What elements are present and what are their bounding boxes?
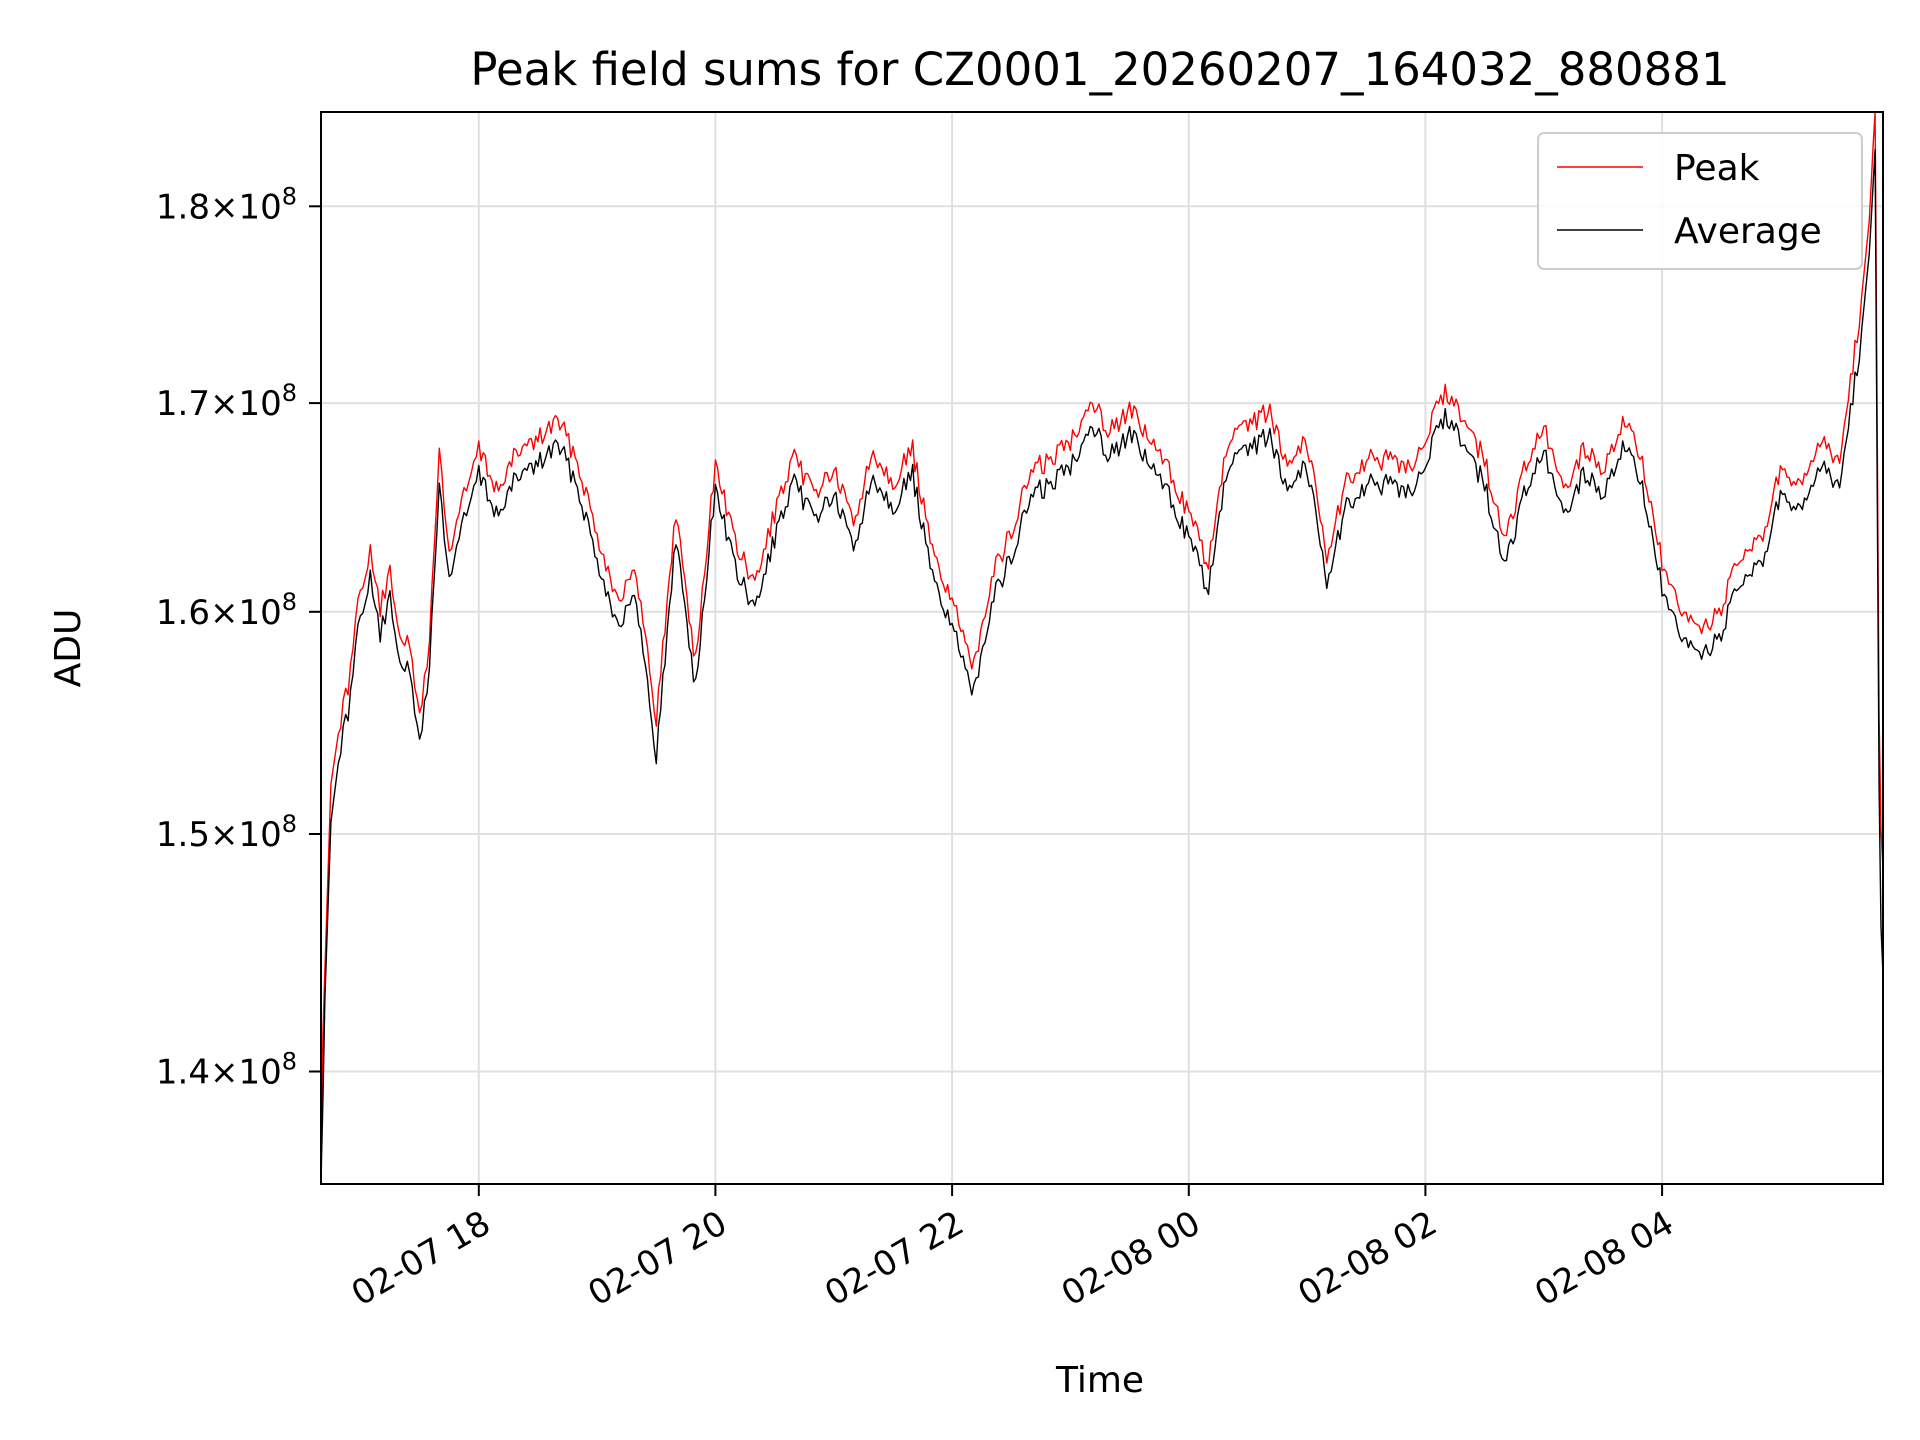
average-series-line [320, 148, 1884, 1182]
y-tick-exponent: 8 [282, 588, 297, 616]
y-tick-mantissa: 1.7 [156, 384, 210, 424]
series-group [320, 111, 1884, 1182]
y-tick-label: 1.4×108 [156, 1048, 297, 1093]
y-tick-times: ×10 [210, 1053, 282, 1093]
y-tick-mantissa: 1.4 [156, 1053, 210, 1093]
y-tick-times: ×10 [210, 815, 282, 855]
y-tick-exponent: 8 [282, 1048, 297, 1076]
peak-series-line [320, 111, 1884, 1155]
legend-peak-label: Peak [1674, 148, 1760, 189]
y-tick-mantissa: 1.8 [156, 187, 210, 227]
x-axis-label: Time [1055, 1360, 1144, 1401]
legend-average-label: Average [1674, 211, 1822, 252]
legend: Peak Average [1537, 132, 1863, 270]
plot-frame [320, 111, 1884, 1185]
y-tick-label: 1.8×108 [156, 182, 297, 227]
y-tick-exponent: 8 [282, 182, 297, 210]
y-tick-label: 1.5×108 [156, 810, 297, 855]
y-tick-times: ×10 [210, 187, 282, 227]
y-tick-exponent: 8 [282, 379, 297, 407]
y-tick-mantissa: 1.6 [156, 593, 210, 633]
y-axis-label: ADU [48, 609, 89, 688]
y-tick-times: ×10 [210, 384, 282, 424]
y-tick-times: ×10 [210, 593, 282, 633]
y-tick-mantissa: 1.5 [156, 815, 210, 855]
chart-title: Peak field sums for CZ0001_20260207_1640… [470, 43, 1729, 96]
y-tick-label: 1.7×108 [156, 379, 297, 424]
y-tick-label: 1.6×108 [156, 588, 297, 633]
y-tick-exponent: 8 [282, 810, 297, 838]
